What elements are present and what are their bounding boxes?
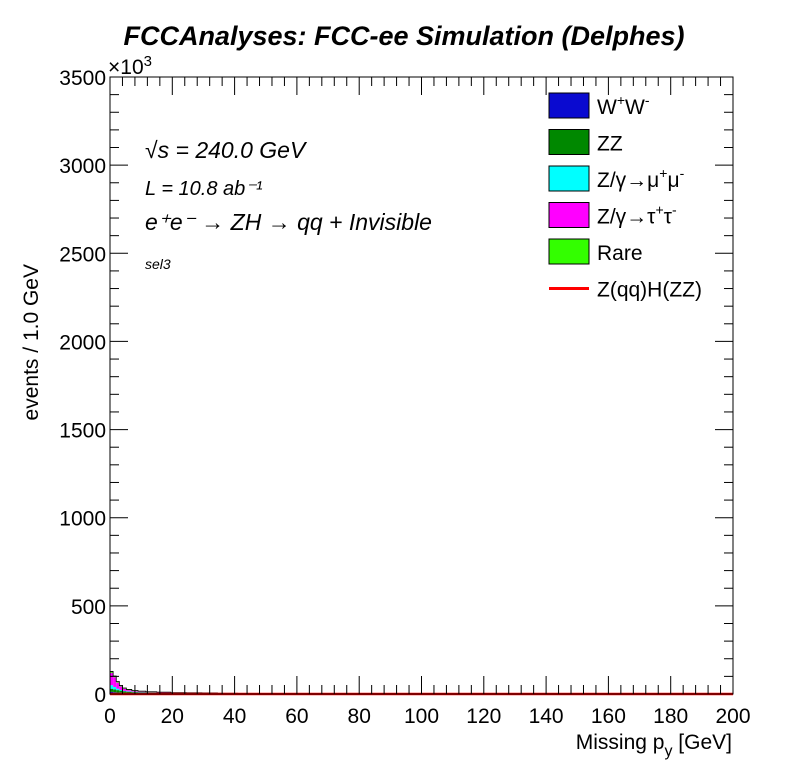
y-tick-label: 0 [94, 684, 106, 707]
bar-segment [110, 688, 114, 692]
x-tick-label: 180 [653, 705, 688, 728]
bar-segment [122, 690, 127, 692]
bar-segment [116, 688, 120, 691]
bar-segment [145, 692, 157, 693]
bar-segment [138, 691, 146, 693]
x-tick-label: 0 [104, 705, 116, 728]
process-annotation: e⁺e⁻ → ZH → qq + Invisible [145, 209, 432, 235]
bar-segment [110, 671, 114, 673]
bar-segment [113, 689, 117, 693]
x-tick-label: 40 [223, 705, 246, 728]
bar-segment [116, 690, 120, 693]
bar-segment [119, 686, 123, 690]
legend-label: ZZ [597, 133, 623, 156]
lumi-annotation: L = 10.8 ab⁻¹ [145, 178, 263, 200]
legend-swatch [548, 202, 590, 228]
legend-swatch [548, 92, 590, 119]
x-tick-label: 140 [529, 705, 564, 728]
x-axis-ticks [109, 77, 734, 694]
legend-swatch [548, 129, 590, 155]
x-tick-label: 60 [285, 705, 308, 728]
bar-segment [119, 690, 123, 693]
legend-label: W+W- [597, 92, 650, 119]
bar-segment [113, 686, 117, 690]
y-axis-label: events / 1.0 GeV [20, 264, 43, 420]
legend-item: Z/γ→μ+μ- [548, 165, 685, 192]
bar-segment [126, 690, 132, 692]
bar-segment [110, 672, 114, 686]
x-tick-label: 80 [348, 705, 371, 728]
y-axis-tick-labels: 0 500 1000 1500 2000 2500 3000 3500 [59, 67, 106, 707]
chart-title: FCCAnalyses: FCC-ee Simulation (Delphes) [123, 21, 684, 51]
x-axis-tick-labels: 0 20 40 60 80 100 120 140 160 180 200 [104, 705, 750, 728]
y-tick-label: 500 [71, 596, 106, 619]
y-tick-label: 1000 [59, 508, 106, 531]
x-tick-label: 20 [161, 705, 184, 728]
legend-item: ZZ [548, 129, 623, 156]
y-axis-ticks [110, 76, 733, 695]
bar-segment [126, 691, 132, 694]
x-tick-label: 100 [404, 705, 439, 728]
y-tick-label: 1500 [59, 420, 106, 443]
x-axis-label: Missing py [GeV] [576, 731, 732, 760]
legend-label: Z/γ→μ+μ- [597, 165, 685, 192]
x-tick-label: 200 [715, 705, 750, 728]
energy-annotation: √s = 240.0 GeV [145, 137, 308, 163]
y-tick-label: 3000 [59, 155, 106, 178]
bar-segment [138, 692, 146, 694]
legend-item: W+W- [548, 92, 650, 119]
legend-swatch [548, 238, 590, 265]
legend-item: Rare [548, 238, 643, 265]
bar-segment [116, 682, 120, 689]
selection-annotation: sel3 [145, 256, 171, 272]
bar-segment [119, 689, 123, 691]
x-tick-label: 160 [591, 705, 626, 728]
x-tick-label: 120 [466, 705, 501, 728]
y-multiplier: ×103 [108, 53, 152, 79]
y-tick-label: 2000 [59, 331, 106, 354]
bar-segment [119, 685, 123, 687]
legend-label: Z/γ→τ+τ- [597, 202, 677, 229]
bar-segment [122, 688, 127, 691]
bar-segment [113, 677, 117, 687]
bar-segment [122, 691, 127, 693]
legend: W+W- ZZ Z/γ→μ+μ- Z/γ→τ+τ- Rare Z(qq)H(ZZ) [548, 92, 702, 302]
plot-area [109, 76, 734, 696]
y-tick-label: 2500 [59, 243, 106, 266]
legend-swatch [548, 165, 590, 192]
legend-label: Z(qq)H(ZZ) [597, 279, 702, 302]
legend-item: Z/γ→τ+τ- [548, 202, 677, 229]
bar-segment [126, 691, 132, 692]
y-tick-label: 3500 [59, 67, 106, 90]
bar-segment [116, 681, 120, 683]
bar-segment [138, 692, 146, 693]
bar-segment [110, 685, 114, 689]
legend-label: Rare [597, 242, 643, 265]
legend-item: Z(qq)H(ZZ) [549, 279, 702, 302]
